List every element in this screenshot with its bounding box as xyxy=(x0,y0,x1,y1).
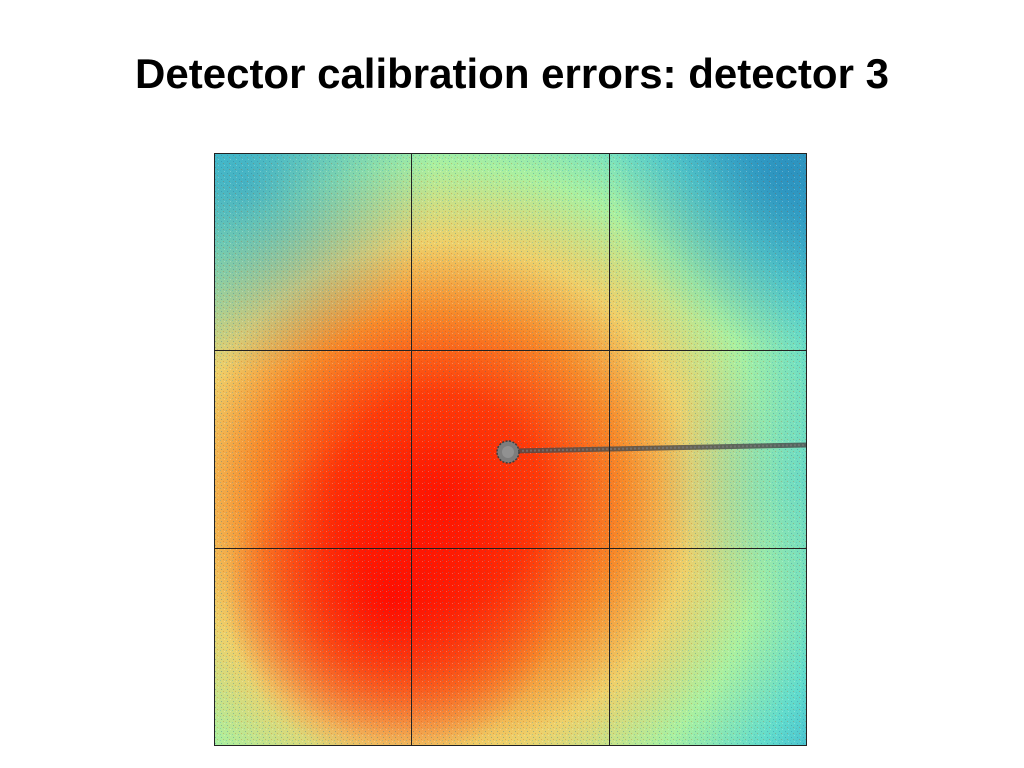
beam-stop xyxy=(496,440,807,464)
slide-title: Detector calibration errors: detector 3 xyxy=(135,50,889,97)
detector-calibration-image xyxy=(214,153,807,746)
panel-grid xyxy=(214,153,807,746)
